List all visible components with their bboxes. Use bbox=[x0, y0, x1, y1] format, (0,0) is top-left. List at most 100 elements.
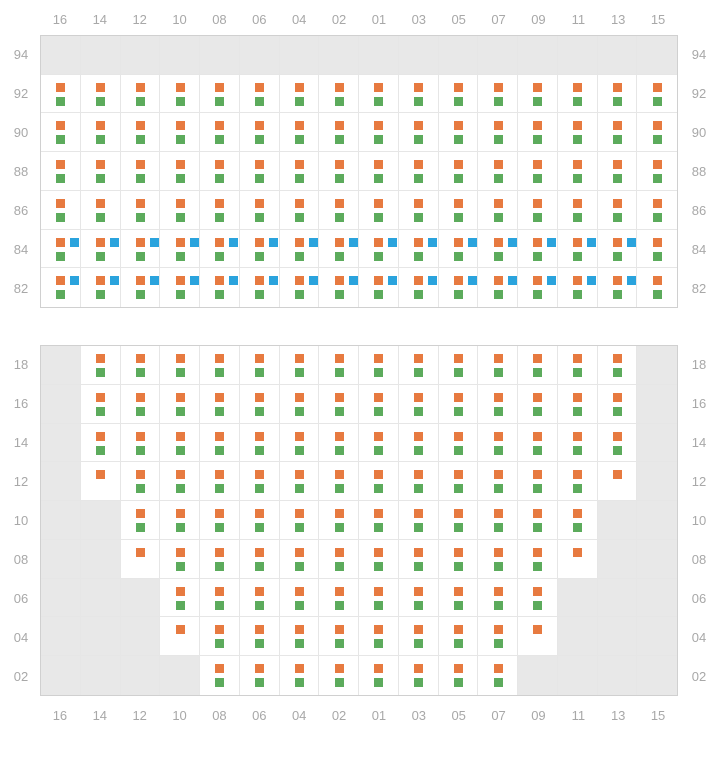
seat-cell[interactable] bbox=[240, 540, 280, 579]
seat-marker-upper[interactable] bbox=[613, 354, 622, 363]
seat-marker-lower[interactable] bbox=[295, 407, 304, 416]
seat-cell[interactable] bbox=[359, 230, 399, 269]
seat-marker-upper[interactable] bbox=[494, 587, 503, 596]
seat-marker-upper[interactable] bbox=[374, 83, 383, 92]
seat-marker-upper[interactable] bbox=[533, 432, 542, 441]
seat-marker-lower[interactable] bbox=[414, 523, 423, 532]
seat-marker-upper[interactable] bbox=[176, 470, 185, 479]
seat-marker-upper[interactable] bbox=[573, 354, 582, 363]
seat-marker-lower[interactable] bbox=[533, 290, 542, 299]
seat-marker-upper[interactable] bbox=[533, 121, 542, 130]
seat-cell[interactable] bbox=[399, 579, 439, 618]
seat-marker-lower[interactable] bbox=[573, 368, 582, 377]
seat-marker-lower[interactable] bbox=[215, 678, 224, 687]
seat-marker-upper[interactable] bbox=[96, 83, 105, 92]
seat-marker-lower[interactable] bbox=[454, 174, 463, 183]
seat-cell[interactable] bbox=[121, 462, 161, 501]
seat-marker-lower[interactable] bbox=[374, 368, 383, 377]
seat-cell[interactable] bbox=[200, 579, 240, 618]
seat-marker-lower[interactable] bbox=[176, 213, 185, 222]
seat-marker-upper[interactable] bbox=[494, 121, 503, 130]
seat-marker-lower[interactable] bbox=[215, 523, 224, 532]
seat-marker-upper[interactable] bbox=[255, 470, 264, 479]
seat-marker-lower[interactable] bbox=[335, 678, 344, 687]
seat-cell[interactable] bbox=[399, 268, 439, 307]
seat-marker-upper[interactable] bbox=[374, 625, 383, 634]
seat-marker-upper[interactable] bbox=[414, 432, 423, 441]
seat-cell[interactable] bbox=[280, 540, 320, 579]
seat-cell[interactable] bbox=[240, 617, 280, 656]
seat-marker-lower[interactable] bbox=[96, 290, 105, 299]
seat-marker-lower[interactable] bbox=[454, 523, 463, 532]
seat-marker-upper[interactable] bbox=[613, 276, 622, 285]
seat-marker-upper[interactable] bbox=[374, 160, 383, 169]
seat-cell[interactable] bbox=[280, 152, 320, 191]
seat-cell[interactable] bbox=[637, 230, 677, 269]
seat-cell[interactable] bbox=[518, 113, 558, 152]
seat-marker-accessible[interactable] bbox=[269, 276, 278, 285]
seat-cell[interactable] bbox=[280, 346, 320, 385]
seat-marker-upper[interactable] bbox=[176, 432, 185, 441]
seat-marker-upper[interactable] bbox=[653, 83, 662, 92]
seat-marker-upper[interactable] bbox=[653, 160, 662, 169]
seat-cell[interactable] bbox=[399, 230, 439, 269]
seat-cell[interactable] bbox=[558, 540, 598, 579]
seat-marker-accessible[interactable] bbox=[349, 238, 358, 247]
seat-marker-upper[interactable] bbox=[533, 587, 542, 596]
seat-marker-upper[interactable] bbox=[215, 199, 224, 208]
seat-cell[interactable] bbox=[160, 152, 200, 191]
seat-cell[interactable] bbox=[558, 230, 598, 269]
seat-cell[interactable] bbox=[41, 191, 81, 230]
seat-cell[interactable] bbox=[518, 346, 558, 385]
seat-cell[interactable] bbox=[518, 540, 558, 579]
seat-marker-lower[interactable] bbox=[533, 523, 542, 532]
seat-marker-upper[interactable] bbox=[494, 625, 503, 634]
seat-marker-upper[interactable] bbox=[295, 238, 304, 247]
seat-marker-upper[interactable] bbox=[494, 393, 503, 402]
seat-cell[interactable] bbox=[359, 579, 399, 618]
seat-marker-lower[interactable] bbox=[573, 407, 582, 416]
seat-marker-lower[interactable] bbox=[414, 97, 423, 106]
seat-marker-accessible[interactable] bbox=[110, 276, 119, 285]
seat-marker-lower[interactable] bbox=[414, 446, 423, 455]
seat-cell[interactable] bbox=[399, 617, 439, 656]
seat-marker-upper[interactable] bbox=[414, 587, 423, 596]
seat-marker-lower[interactable] bbox=[176, 446, 185, 455]
seat-marker-lower[interactable] bbox=[494, 407, 503, 416]
seat-marker-upper[interactable] bbox=[454, 664, 463, 673]
seat-marker-upper[interactable] bbox=[136, 83, 145, 92]
seat-marker-lower[interactable] bbox=[255, 174, 264, 183]
seat-cell[interactable] bbox=[240, 501, 280, 540]
seat-marker-upper[interactable] bbox=[494, 470, 503, 479]
seat-marker-upper[interactable] bbox=[295, 160, 304, 169]
seat-marker-upper[interactable] bbox=[454, 509, 463, 518]
seat-marker-lower[interactable] bbox=[494, 135, 503, 144]
seat-marker-upper[interactable] bbox=[454, 238, 463, 247]
seat-marker-upper[interactable] bbox=[176, 509, 185, 518]
seat-marker-lower[interactable] bbox=[255, 601, 264, 610]
seat-cell[interactable] bbox=[399, 424, 439, 463]
seat-marker-upper[interactable] bbox=[414, 548, 423, 557]
seat-marker-upper[interactable] bbox=[335, 548, 344, 557]
seat-marker-upper[interactable] bbox=[653, 199, 662, 208]
seat-marker-lower[interactable] bbox=[255, 135, 264, 144]
seat-marker-upper[interactable] bbox=[454, 83, 463, 92]
seat-cell[interactable] bbox=[200, 113, 240, 152]
seat-cell[interactable] bbox=[478, 501, 518, 540]
seat-cell[interactable] bbox=[240, 113, 280, 152]
seat-marker-lower[interactable] bbox=[295, 562, 304, 571]
seat-cell[interactable] bbox=[439, 113, 479, 152]
seat-marker-upper[interactable] bbox=[573, 470, 582, 479]
seat-marker-upper[interactable] bbox=[176, 83, 185, 92]
seat-marker-upper[interactable] bbox=[176, 276, 185, 285]
seat-marker-upper[interactable] bbox=[573, 238, 582, 247]
seat-marker-upper[interactable] bbox=[613, 238, 622, 247]
seat-marker-upper[interactable] bbox=[255, 276, 264, 285]
seat-marker-upper[interactable] bbox=[136, 276, 145, 285]
seat-marker-lower[interactable] bbox=[454, 97, 463, 106]
seat-marker-upper[interactable] bbox=[96, 354, 105, 363]
seat-cell[interactable] bbox=[439, 424, 479, 463]
seat-marker-upper[interactable] bbox=[454, 432, 463, 441]
seat-marker-lower[interactable] bbox=[613, 97, 622, 106]
seat-cell[interactable] bbox=[160, 617, 200, 656]
